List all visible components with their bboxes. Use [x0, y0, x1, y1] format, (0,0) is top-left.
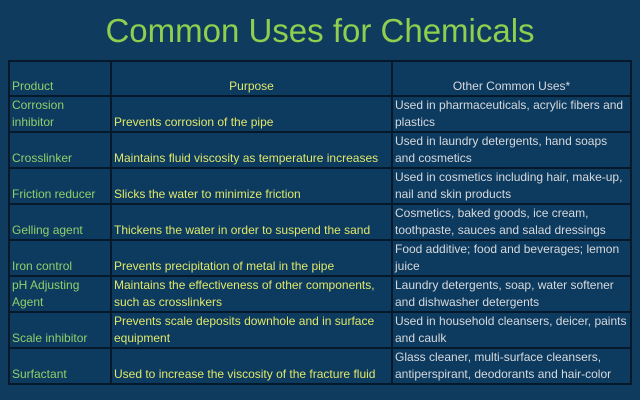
- product-cell: Crosslinker: [8, 131, 112, 169]
- table-row: Friction reducer Slicks the water to mini…: [8, 167, 632, 205]
- product-cell: Gelling agent: [8, 203, 112, 241]
- table-row: pH Adjusting Agent Maintains the effectiv…: [8, 275, 632, 313]
- other-uses-cell: Cosmetics, baked goods, ice cream, tooth…: [391, 203, 632, 241]
- table-row: Surfactant Used to increase the viscosity…: [8, 347, 632, 385]
- product-cell: Friction reducer: [8, 167, 112, 205]
- chemicals-table: Product Purpose Other Common Uses* Corro…: [8, 60, 632, 385]
- other-uses-cell: Used in laundry detergents, hand soaps a…: [391, 131, 632, 169]
- other-uses-cell: Used in pharmaceuticals, acrylic fibers …: [391, 95, 632, 133]
- other-uses-cell: Used in cosmetics including hair, make-u…: [391, 167, 632, 205]
- table-row: Crosslinker Maintains fluid viscosity as …: [8, 131, 632, 169]
- table-row: Gelling agent Thickens the water in order…: [8, 203, 632, 241]
- table-header-row: Product Purpose Other Common Uses*: [8, 60, 632, 97]
- other-uses-cell: Food additive; food and beverages; lemon…: [391, 239, 632, 277]
- page-title: Common Uses for Chemicals: [105, 12, 535, 49]
- table-row: Iron control Prevents precipitation of me…: [8, 239, 632, 277]
- product-cell: Iron control: [8, 239, 112, 277]
- other-uses-cell: Used in household cleansers, deicer, pai…: [391, 311, 632, 349]
- purpose-cell: Prevents corrosion of the pipe: [110, 95, 393, 133]
- table-row: Scale inhibitor Prevents scale deposits d…: [8, 311, 632, 349]
- purpose-cell: Maintains the effectiveness of other com…: [110, 275, 393, 313]
- other-uses-cell: Glass cleaner, multi-surface cleansers, …: [391, 347, 632, 385]
- purpose-cell: Prevents precipitation of metal in the p…: [110, 239, 393, 277]
- product-cell: Corrosion inhibitor: [8, 95, 112, 133]
- product-cell: Scale inhibitor: [8, 311, 112, 349]
- header-other-uses: Other Common Uses*: [391, 60, 632, 97]
- header-purpose: Purpose: [110, 60, 393, 97]
- purpose-cell: Maintains fluid viscosity as temperature…: [110, 131, 393, 169]
- purpose-cell: Prevents scale deposits downhole and in …: [110, 311, 393, 349]
- other-uses-cell: Laundry detergents, soap, water softener…: [391, 275, 632, 313]
- product-cell: Surfactant: [8, 347, 112, 385]
- table-row: Corrosion inhibitor Prevents corrosion of…: [8, 95, 632, 133]
- purpose-cell: Slicks the water to minimize friction: [110, 167, 393, 205]
- purpose-cell: Used to increase the viscosity of the fr…: [110, 347, 393, 385]
- header-product: Product: [8, 60, 112, 97]
- product-cell: pH Adjusting Agent: [8, 275, 112, 313]
- purpose-cell: Thickens the water in order to suspend t…: [110, 203, 393, 241]
